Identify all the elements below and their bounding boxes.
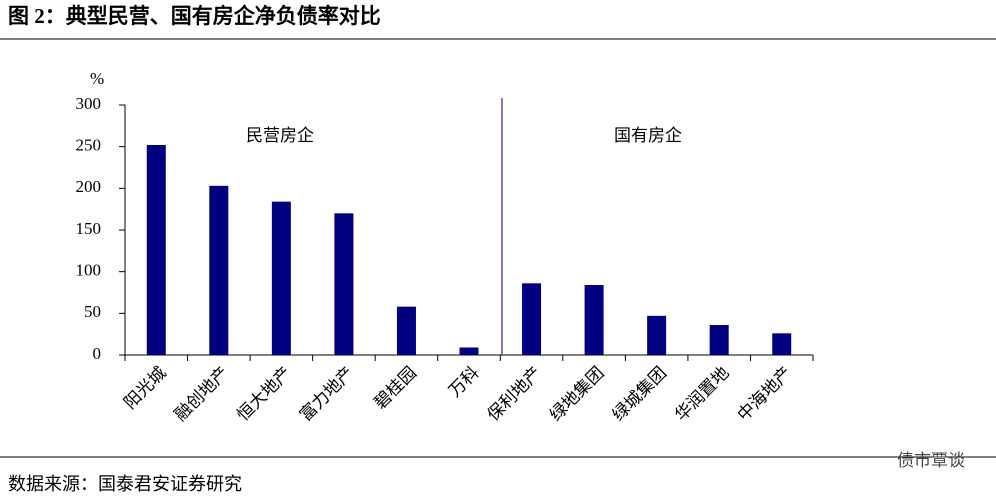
- x-tick-label: 恒大地产: [233, 363, 295, 425]
- x-tick-label: 融创地产: [171, 363, 233, 425]
- x-tick-label: 碧桂园: [371, 363, 420, 412]
- x-tick-label: 阳光城: [120, 363, 169, 412]
- y-tick-label: 100: [76, 261, 102, 280]
- x-tick-label: 万科: [445, 363, 482, 400]
- x-tick-label: 中海地产: [734, 363, 796, 425]
- bar: [584, 285, 604, 355]
- y-tick-label: 150: [76, 219, 102, 238]
- y-tick-label: 200: [76, 177, 102, 196]
- bar: [271, 201, 291, 355]
- x-tick-label: 富力地产: [296, 363, 358, 425]
- bar: [522, 283, 542, 355]
- x-tick-label: 绿城集团: [609, 363, 671, 425]
- y-tick-label: 300: [76, 94, 102, 113]
- watermark: 债市覃谈: [897, 451, 965, 470]
- x-tick-label: 绿地集团: [546, 363, 608, 425]
- y-tick-label: 0: [93, 344, 102, 363]
- source: 数据来源：国泰君安证券研究: [8, 474, 242, 494]
- annotation: 国有房企: [614, 126, 682, 145]
- chart-title: 图 2：典型民营、国有房企净负债率对比: [8, 4, 381, 28]
- bar: [459, 347, 479, 355]
- y-tick-label: 250: [76, 136, 102, 155]
- y-unit: %: [90, 69, 104, 88]
- x-tick-label: 保利地产: [484, 363, 546, 425]
- bar: [709, 325, 729, 355]
- bar: [146, 145, 166, 355]
- bar: [396, 306, 416, 355]
- bar: [772, 333, 792, 355]
- bar: [334, 213, 354, 355]
- x-tick-label: 华润置地: [671, 363, 733, 425]
- y-tick-label: 50: [84, 302, 101, 321]
- annotation: 民营房企: [246, 126, 314, 145]
- bar: [647, 315, 667, 355]
- bar: [209, 185, 229, 355]
